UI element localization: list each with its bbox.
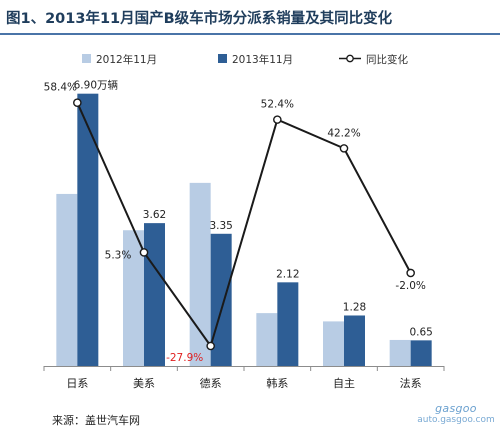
value-label-2013-3: 2.12 [276,268,299,280]
bar-2013-1 [144,223,165,366]
value-label-2013-4: 1.28 [343,301,366,313]
bar-2013-2 [210,233,232,366]
bar-2012-5 [389,339,411,366]
yoy-point-5 [406,268,415,278]
bars [56,93,432,367]
legend-yoy-label: 同比变化 [366,53,408,66]
bar-2012-3 [256,313,278,366]
bar-2012-1 [123,230,144,366]
yoy-point-3 [273,115,282,124]
yoy-label-0: 58.4% [44,82,77,94]
bar-2013-0 [77,93,99,367]
yoy-line [73,98,415,351]
legend: 2012年11月 2013年11月 同比变化 [82,53,408,66]
x-tick-label-4: 自主 [333,377,355,390]
x-tick-label-0: 日系 [66,377,88,390]
yoy-label-2: -27.9% [166,352,203,364]
yoy-polyline [76,102,412,349]
yoy-label-3: 52.4% [261,99,294,111]
data-labels: 6.90万辆 3.62 3.35 2.12 1.28 0.65 58.4% 5.3% -27.9… [44,79,433,364]
legend-2013-swatch [218,54,227,63]
legend-2012-label: 2012年11月 [96,53,157,66]
yoy-label-4: 42.2% [327,127,360,139]
bar-2013-3 [277,282,299,366]
yoy-point-0 [73,98,82,108]
x-tick-label-2: 德系 [200,376,222,390]
value-label-2013-0: 6.90万辆 [74,79,118,92]
watermark-brand: gasgoo [435,402,477,415]
x-axis: 日系 美系 德系 韩系 自主 法系 [43,366,445,390]
value-label-2013-5: 0.65 [409,326,432,338]
value-label-2013-2: 3.35 [209,220,232,232]
source-note: 来源：盖世汽车网 [52,414,140,427]
value-label-2013-1: 3.62 [143,209,166,221]
yoy-point-4 [339,144,349,153]
yoy-label-1: 5.3% [105,249,132,261]
bar-2013-5 [410,340,432,366]
watermark-url: auto.gasgoo.com [417,415,495,425]
yoy-label-5: -2.0% [395,280,425,292]
chart-title: 图1、2013年11月国产B级车市场分派系销量及其同比变化 [6,11,393,27]
legend-2012-swatch [82,54,91,63]
yoy-point-2 [206,341,215,351]
x-tick-label-3: 韩系 [266,376,288,390]
x-tick-label-5: 法系 [400,376,422,390]
bar-2012-4 [323,321,344,366]
legend-yoy-marker [346,54,354,63]
legend-2013-label: 2013年11月 [232,53,293,66]
bar-2012-0 [56,193,78,366]
x-tick-label-1: 美系 [133,377,155,390]
yoy-point-1 [139,248,149,257]
gasgoo-watermark-logo: gasgoo auto.gasgoo.com [412,402,500,425]
title-rule [0,33,500,35]
bar-2012-2 [189,182,211,366]
bar-2013-4 [344,315,365,366]
